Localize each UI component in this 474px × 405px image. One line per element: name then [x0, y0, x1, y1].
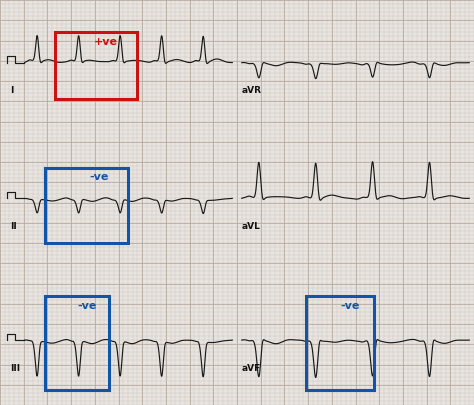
Text: I: I: [10, 86, 14, 95]
Text: aVR: aVR: [242, 86, 262, 95]
Bar: [306, 296, 374, 390]
Text: -ve: -ve: [77, 301, 96, 311]
Text: II: II: [10, 222, 17, 231]
Text: III: III: [10, 364, 20, 373]
Text: aVL: aVL: [242, 222, 261, 231]
Text: aVF: aVF: [242, 364, 261, 373]
Text: +ve: +ve: [94, 37, 118, 47]
Text: -ve: -ve: [341, 301, 360, 311]
Bar: [55, 32, 137, 99]
Bar: [45, 296, 109, 390]
Bar: [45, 168, 128, 243]
Text: -ve: -ve: [89, 172, 109, 182]
